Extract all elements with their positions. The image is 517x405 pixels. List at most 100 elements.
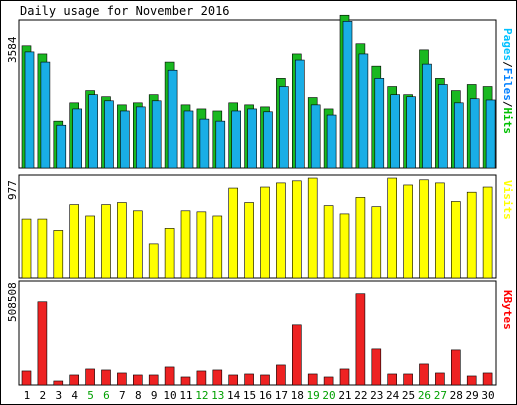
day-label-15: 15	[243, 389, 256, 402]
day-label-12: 12	[195, 389, 208, 402]
visits-bar-day-11	[180, 210, 191, 279]
visits-bar-day-19	[307, 177, 318, 279]
visits-bar-day-4	[69, 204, 79, 279]
files-bar-day-25	[406, 96, 416, 169]
visits-bar-day-18	[291, 180, 302, 279]
day-label-16: 16	[259, 389, 272, 402]
side-label-hits-files-pages: Pages/Files/Hits	[501, 28, 514, 134]
side-label-part-3: /	[501, 101, 514, 108]
plot-frame	[18, 174, 497, 279]
files-bar-day-3	[56, 124, 67, 169]
visits-bar-day-30	[482, 186, 493, 279]
visits-bar-day-27	[435, 182, 445, 279]
visits-bar-day-10	[164, 228, 175, 279]
day-label-24: 24	[386, 389, 400, 402]
visits-bar-day-20	[323, 205, 334, 279]
visits-bar-day-14	[228, 187, 238, 279]
day-label-25: 25	[402, 389, 415, 402]
kbytes-bar-day-26	[419, 363, 429, 386]
hits-files-pages-panel	[18, 14, 497, 169]
files-bar-day-11	[183, 110, 194, 169]
visits-bar-day-25	[403, 184, 413, 279]
day-label-3: 3	[55, 389, 62, 402]
visits-bar-day-1	[21, 218, 32, 279]
day-label-6: 6	[103, 389, 110, 402]
kbytes-bar-day-19	[307, 373, 318, 386]
kbytes-bar-day-28	[450, 349, 461, 386]
day-label-4: 4	[71, 389, 78, 402]
day-label-27: 27	[434, 389, 447, 402]
day-label-13: 13	[211, 389, 224, 402]
kbytes-bar-day-7	[117, 372, 127, 386]
visits-bar-day-24	[387, 177, 398, 279]
visits-bar-day-26	[419, 179, 429, 279]
files-bar-day-27	[438, 84, 448, 169]
kbytes-bar-day-23	[371, 348, 382, 386]
side-label-part-0: Pages	[501, 28, 514, 61]
day-label-17: 17	[275, 389, 288, 402]
files-bar-day-1	[24, 51, 35, 169]
day-label-8: 8	[135, 389, 142, 402]
files-bar-day-13	[215, 120, 226, 169]
day-label-29: 29	[466, 389, 479, 402]
kbytes-bar-day-6	[101, 369, 111, 386]
files-bar-day-2	[40, 61, 51, 169]
files-bar-day-7	[120, 110, 130, 169]
visits-bar-day-29	[466, 191, 477, 279]
side-label-part-2: Files	[501, 68, 514, 101]
files-bar-day-8	[136, 106, 146, 169]
kbytes-bar-day-25	[403, 373, 413, 386]
kbytes-bar-day-22	[355, 293, 366, 386]
day-label-26: 26	[418, 389, 431, 402]
day-label-23: 23	[370, 389, 383, 402]
kbytes-bar-day-15	[244, 373, 254, 386]
day-labels: 1 2 3 4 5 6 7 8 9 10 11 12 13 14 15 16 17 18 19 20 21 22 23 24 2…	[24, 389, 495, 402]
kbytes-bar-day-2	[37, 301, 48, 386]
y-max-label-kbytes: 508508	[6, 282, 19, 322]
files-bar-day-29	[469, 98, 480, 169]
visits-bar-day-16	[260, 186, 270, 279]
files-bar-day-12	[199, 118, 210, 169]
files-bar-day-10	[167, 69, 178, 169]
files-bar-day-20	[326, 114, 337, 169]
visits-panel	[18, 174, 497, 279]
side-label-visits: Visits	[501, 180, 514, 220]
kbytes-bar-day-17	[276, 364, 286, 386]
kbytes-bar-day-9	[148, 374, 159, 386]
files-bar-day-18	[294, 59, 305, 169]
visits-bar-day-6	[101, 204, 111, 279]
visits-bar-day-5	[85, 215, 95, 279]
files-bar-day-23	[374, 78, 385, 169]
kbytes-bar-day-11	[180, 376, 191, 386]
kbytes-bar-day-3	[53, 380, 64, 386]
kbytes-bar-day-14	[228, 374, 238, 386]
kbytes-bar-day-8	[133, 374, 143, 386]
plot-frame	[18, 19, 497, 169]
kbytes-panel	[18, 280, 497, 386]
y-max-label-visits: 977	[6, 180, 19, 200]
kbytes-bar-day-30	[482, 372, 493, 386]
kbytes-bar-day-29	[466, 375, 477, 386]
kbytes-bar-day-12	[196, 370, 207, 386]
chart-title: Daily usage for November 2016	[20, 4, 230, 18]
kbytes-bar-day-27	[435, 372, 445, 386]
files-bar-day-17	[279, 86, 289, 169]
kbytes-bar-day-1	[21, 370, 32, 386]
kbytes-bar-day-18	[291, 324, 302, 386]
kbytes-bar-day-5	[85, 368, 95, 386]
kbytes-bar-day-13	[212, 369, 223, 386]
files-bar-day-26	[422, 63, 432, 169]
day-label-11: 11	[179, 389, 192, 402]
files-bar-day-19	[310, 104, 321, 169]
side-label-part-4: Hits	[501, 108, 514, 135]
visits-bar-day-12	[196, 211, 207, 279]
files-bar-day-9	[151, 100, 162, 169]
files-bar-day-28	[453, 102, 464, 169]
files-bar-day-6	[104, 100, 114, 169]
visits-bar-day-9	[148, 243, 159, 279]
day-label-2: 2	[40, 389, 47, 402]
visits-bar-day-21	[339, 213, 350, 279]
files-bar-day-30	[485, 99, 496, 169]
files-bar-day-22	[358, 53, 369, 169]
